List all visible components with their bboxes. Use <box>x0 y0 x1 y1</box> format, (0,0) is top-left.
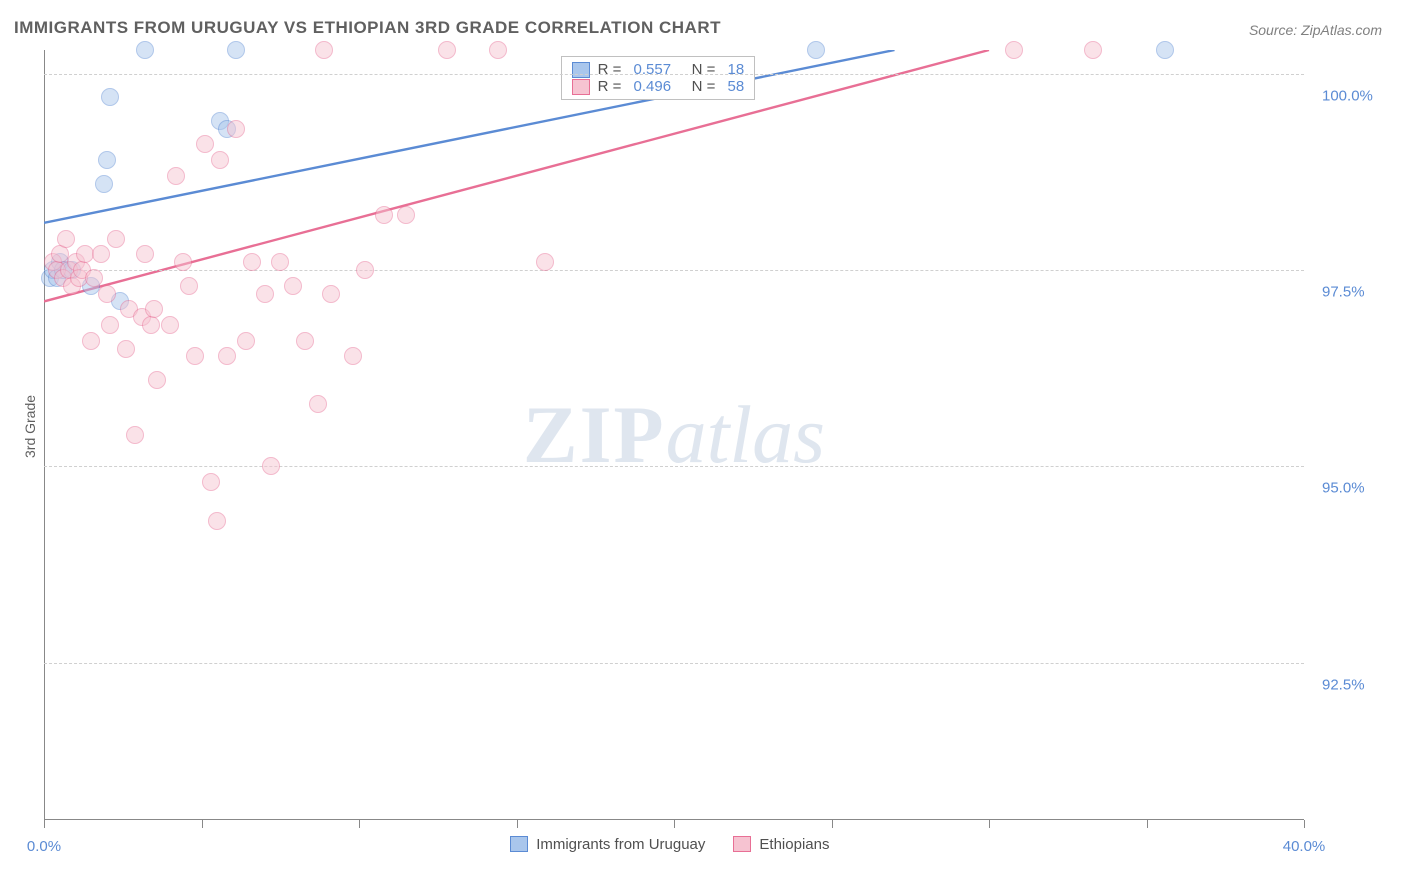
y-tick-label: 100.0% <box>1322 87 1373 104</box>
scatter-point <box>375 206 393 224</box>
x-tick <box>989 820 990 828</box>
y-axis-line <box>44 50 45 820</box>
scatter-point <box>1005 41 1023 59</box>
scatter-point <box>142 316 160 334</box>
scatter-point <box>145 300 163 318</box>
y-tick-label: 92.5% <box>1322 676 1365 693</box>
legend-r-value: 0.557 <box>634 61 672 78</box>
scatter-point <box>107 230 125 248</box>
scatter-point <box>82 332 100 350</box>
scatter-point <box>126 426 144 444</box>
scatter-point <box>356 261 374 279</box>
scatter-point <box>57 230 75 248</box>
scatter-point <box>344 347 362 365</box>
scatter-point <box>237 332 255 350</box>
legend-n-key: N = <box>679 61 719 78</box>
grid-h <box>44 663 1304 664</box>
scatter-point <box>227 41 245 59</box>
scatter-point <box>536 253 554 271</box>
scatter-point <box>243 253 261 271</box>
legend-n-value: 58 <box>728 78 745 95</box>
y-tick-label: 97.5% <box>1322 284 1365 301</box>
legend-swatch <box>733 836 751 852</box>
grid-h <box>44 74 1304 75</box>
scatter-point <box>174 253 192 271</box>
grid-h <box>44 270 1304 271</box>
scatter-point <box>98 285 116 303</box>
x-tick <box>359 820 360 828</box>
scatter-point <box>117 340 135 358</box>
scatter-point <box>322 285 340 303</box>
scatter-point <box>196 135 214 153</box>
legend-label: Ethiopians <box>759 836 829 853</box>
legend-row: R = 0.557 N = 18 <box>572 61 745 78</box>
scatter-point <box>284 277 302 295</box>
legend-row: R = 0.496 N = 58 <box>572 78 745 95</box>
scatter-point <box>161 316 179 334</box>
legend-label: Immigrants from Uruguay <box>536 836 705 853</box>
scatter-point <box>92 245 110 263</box>
x-tick-label: 40.0% <box>1283 838 1326 855</box>
x-tick <box>1147 820 1148 828</box>
scatter-point <box>85 269 103 287</box>
x-tick <box>1304 820 1305 828</box>
regression-line <box>44 50 895 223</box>
scatter-point <box>136 245 154 263</box>
source-label: Source: ZipAtlas.com <box>1249 22 1382 38</box>
regression-lines <box>44 50 1304 820</box>
legend-item: Immigrants from Uruguay <box>510 836 705 853</box>
series-legend: Immigrants from Uruguay Ethiopians <box>510 836 829 853</box>
y-tick-label: 95.0% <box>1322 480 1365 497</box>
scatter-point <box>262 457 280 475</box>
scatter-point <box>167 167 185 185</box>
legend-n-key: N = <box>679 78 719 95</box>
legend-r-key: R = <box>598 61 626 78</box>
scatter-point <box>438 41 456 59</box>
scatter-point <box>136 41 154 59</box>
scatter-point <box>101 88 119 106</box>
grid-h <box>44 466 1304 467</box>
scatter-point <box>309 395 327 413</box>
scatter-point <box>101 316 119 334</box>
y-axis-label: 3rd Grade <box>22 395 38 458</box>
scatter-point <box>227 120 245 138</box>
scatter-point <box>489 41 507 59</box>
x-tick <box>832 820 833 828</box>
scatter-point <box>256 285 274 303</box>
scatter-point <box>271 253 289 271</box>
x-tick-label: 0.0% <box>27 838 61 855</box>
watermark: ZIPatlas <box>523 388 825 482</box>
x-tick <box>674 820 675 828</box>
scatter-point <box>186 347 204 365</box>
scatter-point <box>218 347 236 365</box>
legend-r-key: R = <box>598 78 626 95</box>
scatter-point <box>202 473 220 491</box>
scatter-point <box>315 41 333 59</box>
scatter-point <box>180 277 198 295</box>
scatter-point <box>1156 41 1174 59</box>
x-tick <box>202 820 203 828</box>
scatter-point <box>98 151 116 169</box>
plot-area: ZIPatlas R = 0.557 N = 18R = 0.496 N = 5… <box>44 50 1304 820</box>
scatter-point <box>397 206 415 224</box>
scatter-point <box>211 151 229 169</box>
x-tick <box>517 820 518 828</box>
legend-r-value: 0.496 <box>634 78 672 95</box>
scatter-point <box>148 371 166 389</box>
legend-swatch <box>572 79 590 95</box>
legend-item: Ethiopians <box>733 836 829 853</box>
chart-title: IMMIGRANTS FROM URUGUAY VS ETHIOPIAN 3RD… <box>14 18 721 38</box>
correlation-legend: R = 0.557 N = 18R = 0.496 N = 58 <box>561 56 756 100</box>
scatter-point <box>296 332 314 350</box>
scatter-point <box>95 175 113 193</box>
legend-n-value: 18 <box>728 61 745 78</box>
scatter-point <box>807 41 825 59</box>
x-tick <box>44 820 45 828</box>
scatter-point <box>1084 41 1102 59</box>
scatter-point <box>208 512 226 530</box>
legend-swatch <box>510 836 528 852</box>
legend-swatch <box>572 62 590 78</box>
